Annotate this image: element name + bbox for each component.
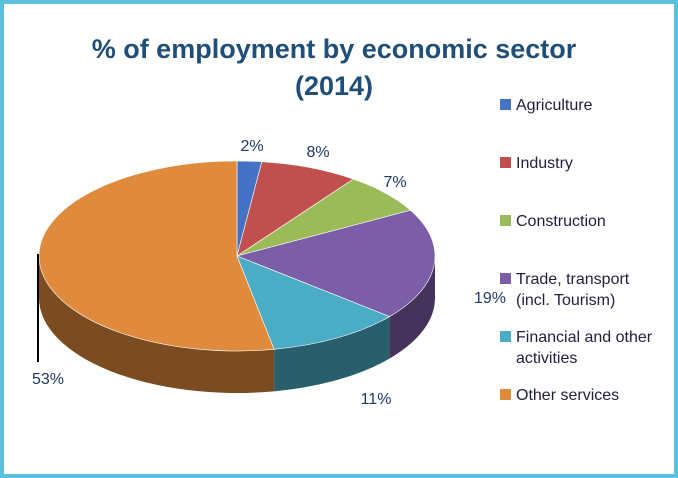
pie-slice-financial: [236, 255, 391, 350]
legend-label-other-services: Other services: [516, 387, 620, 404]
legend-swatch-industry: [500, 157, 511, 168]
legend-item-financial: Financial and other activities: [500, 327, 652, 369]
legend-label-construction: Construction: [516, 213, 606, 230]
legend-item-trade-transport: Trade, transport (incl. Tourism): [500, 269, 629, 311]
legend-item-industry: Industry: [500, 153, 573, 174]
legend-label-financial: Financial and other activities: [516, 329, 653, 367]
chart-title-line-2: (2014): [294, 71, 374, 101]
legend-swatch-trade-transport: [500, 273, 511, 284]
data-label-construction: 7%: [383, 174, 406, 191]
legend-swatch-other-services: [500, 389, 511, 400]
data-label-financial: 11%: [361, 391, 392, 408]
chart-title-line-1: % of employment by economic sector: [91, 34, 577, 64]
legend-swatch-agriculture: [500, 99, 511, 110]
pie-side-financial: [274, 316, 390, 392]
legend-item-agriculture: Agriculture: [500, 95, 592, 116]
pie-side-other-services: [39, 256, 275, 394]
legend-label-trade-transport: Trade, transport (incl. Tourism): [516, 271, 630, 309]
legend-label-industry: Industry: [516, 155, 573, 172]
legend-swatch-financial: [500, 331, 511, 342]
legend-swatch-construction: [500, 215, 511, 226]
data-label-trade-transport: 19%: [474, 290, 506, 307]
data-label-industry: 8%: [306, 144, 329, 161]
pie-slice-industry: [236, 161, 355, 257]
pie-slice-trade-transport: [236, 209, 436, 317]
pie-side-trade-transport: [389, 256, 435, 359]
data-label-other-services: 53%: [32, 371, 64, 388]
legend-label-agriculture: Agriculture: [516, 97, 593, 114]
data-label-agriculture: 2%: [240, 138, 263, 155]
legend-item-construction: Construction: [500, 211, 606, 232]
pie-slice-other-services: [38, 160, 275, 352]
legend-item-other-services: Other services: [500, 385, 619, 406]
